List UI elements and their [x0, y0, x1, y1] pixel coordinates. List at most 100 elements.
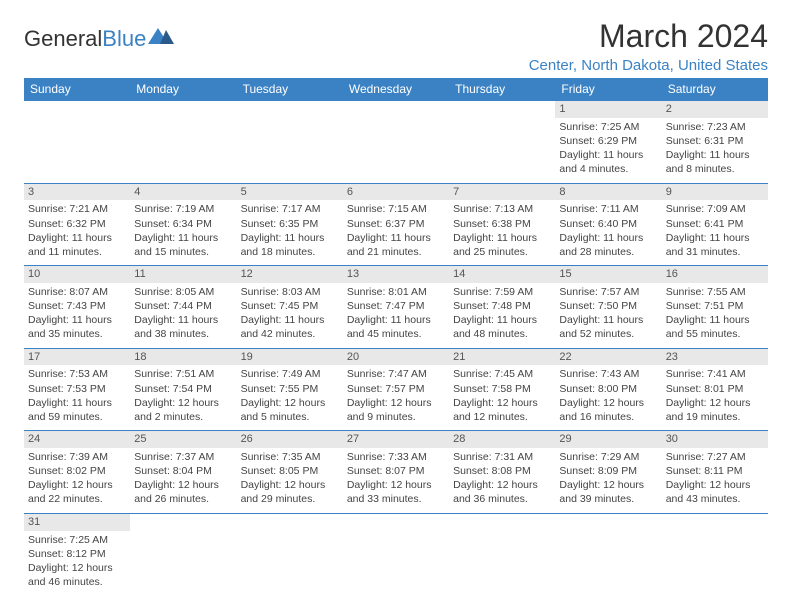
day-info-line: Daylight: 11 hours [28, 231, 126, 245]
day-info-line: Sunrise: 7:31 AM [453, 450, 551, 464]
calendar-day-cell: 6Sunrise: 7:15 AMSunset: 6:37 PMDaylight… [343, 183, 449, 266]
day-info-line: Daylight: 12 hours [28, 561, 126, 575]
day-info-line: Sunrise: 7:25 AM [28, 533, 126, 547]
calendar-day-cell [449, 513, 555, 595]
calendar-day-cell: 16Sunrise: 7:55 AMSunset: 7:51 PMDayligh… [662, 266, 768, 349]
day-info-line: and 36 minutes. [453, 492, 551, 506]
logo: GeneralBlue [24, 18, 174, 52]
day-number: 19 [237, 349, 343, 366]
day-info-line: Sunrise: 7:49 AM [241, 367, 339, 381]
calendar-day-cell [237, 513, 343, 595]
day-info-line: Daylight: 11 hours [347, 231, 445, 245]
day-info-line: Sunrise: 7:23 AM [666, 120, 764, 134]
day-info-line: Sunset: 6:29 PM [559, 134, 657, 148]
day-info-line: Sunrise: 7:11 AM [559, 202, 657, 216]
day-info-line: Daylight: 12 hours [666, 396, 764, 410]
day-info-line: Daylight: 11 hours [666, 148, 764, 162]
day-info-line: Daylight: 12 hours [559, 478, 657, 492]
day-info-line: Sunset: 8:00 PM [559, 382, 657, 396]
day-info-line: Sunset: 8:07 PM [347, 464, 445, 478]
header: GeneralBlue March 2024 Center, North Dak… [24, 18, 768, 74]
day-info-line: and 21 minutes. [347, 245, 445, 259]
day-info-line: Sunset: 8:01 PM [666, 382, 764, 396]
day-info-line: Sunrise: 7:25 AM [559, 120, 657, 134]
calendar-day-cell: 27Sunrise: 7:33 AMSunset: 8:07 PMDayligh… [343, 431, 449, 514]
logo-flag-icon [148, 28, 174, 44]
day-info-line: and 38 minutes. [134, 327, 232, 341]
weekday-header: Monday [130, 78, 236, 101]
weekday-header-row: Sunday Monday Tuesday Wednesday Thursday… [24, 78, 768, 101]
day-info-line: and 22 minutes. [28, 492, 126, 506]
day-number: 11 [130, 266, 236, 283]
day-info-line: Sunset: 7:53 PM [28, 382, 126, 396]
day-info-line: Sunset: 7:50 PM [559, 299, 657, 313]
day-info-line: Daylight: 12 hours [347, 396, 445, 410]
day-info-line: and 4 minutes. [559, 162, 657, 176]
day-info-line: Sunrise: 7:39 AM [28, 450, 126, 464]
day-info-line: Sunset: 8:02 PM [28, 464, 126, 478]
day-info-line: and 9 minutes. [347, 410, 445, 424]
weekday-header: Thursday [449, 78, 555, 101]
logo-text-1: General [24, 26, 102, 52]
day-number: 8 [555, 184, 661, 201]
day-number: 20 [343, 349, 449, 366]
day-info-line: Daylight: 12 hours [134, 396, 232, 410]
day-info-line: Daylight: 12 hours [28, 478, 126, 492]
day-number: 16 [662, 266, 768, 283]
day-info-line: Sunset: 8:11 PM [666, 464, 764, 478]
day-info-line: and 26 minutes. [134, 492, 232, 506]
calendar-day-cell: 4Sunrise: 7:19 AMSunset: 6:34 PMDaylight… [130, 183, 236, 266]
day-info-line: Sunrise: 8:03 AM [241, 285, 339, 299]
calendar-day-cell: 21Sunrise: 7:45 AMSunset: 7:58 PMDayligh… [449, 348, 555, 431]
day-info-line: Daylight: 11 hours [666, 231, 764, 245]
calendar-day-cell: 5Sunrise: 7:17 AMSunset: 6:35 PMDaylight… [237, 183, 343, 266]
day-info-line: and 45 minutes. [347, 327, 445, 341]
day-info-line: Sunrise: 7:59 AM [453, 285, 551, 299]
day-info-line: Daylight: 12 hours [453, 478, 551, 492]
day-info-line: Sunrise: 7:19 AM [134, 202, 232, 216]
day-number: 17 [24, 349, 130, 366]
day-info-line: and 33 minutes. [347, 492, 445, 506]
day-number: 12 [237, 266, 343, 283]
day-info-line: Sunrise: 7:55 AM [666, 285, 764, 299]
day-info-line: Sunset: 6:34 PM [134, 217, 232, 231]
day-info-line: Daylight: 11 hours [559, 148, 657, 162]
day-info-line: Daylight: 11 hours [347, 313, 445, 327]
day-info-line: Sunset: 7:51 PM [666, 299, 764, 313]
calendar-week-row: 1Sunrise: 7:25 AMSunset: 6:29 PMDaylight… [24, 101, 768, 184]
day-info-line: Daylight: 11 hours [453, 231, 551, 245]
day-number: 5 [237, 184, 343, 201]
day-info-line: Sunset: 7:57 PM [347, 382, 445, 396]
day-number: 18 [130, 349, 236, 366]
month-title: March 2024 [529, 18, 768, 55]
day-info-line: and 35 minutes. [28, 327, 126, 341]
day-info-line: Daylight: 11 hours [134, 231, 232, 245]
calendar-day-cell: 11Sunrise: 8:05 AMSunset: 7:44 PMDayligh… [130, 266, 236, 349]
day-info-line: and 15 minutes. [134, 245, 232, 259]
day-info-line: and 43 minutes. [666, 492, 764, 506]
day-info-line: Sunset: 6:32 PM [28, 217, 126, 231]
day-number: 4 [130, 184, 236, 201]
calendar-day-cell: 9Sunrise: 7:09 AMSunset: 6:41 PMDaylight… [662, 183, 768, 266]
day-info-line: and 11 minutes. [28, 245, 126, 259]
day-info-line: and 12 minutes. [453, 410, 551, 424]
calendar-day-cell: 18Sunrise: 7:51 AMSunset: 7:54 PMDayligh… [130, 348, 236, 431]
day-info-line: and 46 minutes. [28, 575, 126, 589]
day-info-line: Daylight: 11 hours [241, 313, 339, 327]
calendar-day-cell [555, 513, 661, 595]
day-info-line: Sunset: 6:38 PM [453, 217, 551, 231]
calendar-day-cell [130, 513, 236, 595]
day-info-line: Daylight: 11 hours [28, 313, 126, 327]
day-info-line: Sunrise: 8:07 AM [28, 285, 126, 299]
day-info-line: Sunrise: 7:57 AM [559, 285, 657, 299]
day-info-line: Sunrise: 7:27 AM [666, 450, 764, 464]
calendar-body: 1Sunrise: 7:25 AMSunset: 6:29 PMDaylight… [24, 101, 768, 596]
calendar-day-cell: 23Sunrise: 7:41 AMSunset: 8:01 PMDayligh… [662, 348, 768, 431]
day-info-line: Sunset: 7:58 PM [453, 382, 551, 396]
location: Center, North Dakota, United States [529, 57, 768, 74]
day-info-line: Sunset: 7:47 PM [347, 299, 445, 313]
day-number: 9 [662, 184, 768, 201]
day-info-line: Sunset: 7:44 PM [134, 299, 232, 313]
calendar-day-cell [343, 101, 449, 184]
day-number: 10 [24, 266, 130, 283]
